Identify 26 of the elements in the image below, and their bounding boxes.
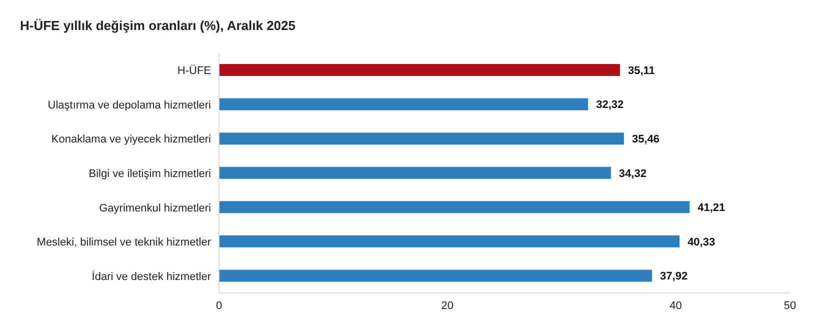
y-tick-label: H-ÜFE <box>177 64 211 78</box>
data-label: 35,46 <box>632 133 660 146</box>
bar <box>219 166 611 179</box>
y-tick-label: Mesleki, bilimsel ve teknik hizmetler <box>36 236 212 249</box>
data-label: 32,32 <box>596 99 624 112</box>
y-tick-label: Bilgi ve iletişim hizmetleri <box>88 168 211 180</box>
x-tick-label: 40 <box>670 300 682 312</box>
data-label: 35,11 <box>628 64 655 77</box>
x-tick-label: 50 <box>784 300 796 312</box>
bar <box>219 235 680 248</box>
bar <box>219 98 588 110</box>
bar <box>219 201 690 214</box>
bar <box>219 132 624 145</box>
data-label: 34,32 <box>618 168 646 180</box>
bar <box>219 270 652 282</box>
x-tick-label: 0 <box>216 300 222 312</box>
data-label: 41,21 <box>698 202 726 214</box>
data-label: 40,33 <box>688 236 716 248</box>
x-tick-label: 20 <box>441 300 454 312</box>
data-label: 37,92 <box>660 270 688 283</box>
y-tick-label: İdari ve destek hizmetler <box>92 270 212 283</box>
y-tick-label: Gayrimenkul hizmetleri <box>99 202 211 214</box>
y-tick-label: Konaklama ve yiyecek hizmetleri <box>51 134 211 146</box>
chart-title: H-ÜFE yıllık değişim oranları (%), Aralık 2025 <box>19 17 297 35</box>
bar <box>219 64 620 76</box>
y-tick-label: Ulaştırma ve depolama hizmetleri <box>48 99 211 112</box>
